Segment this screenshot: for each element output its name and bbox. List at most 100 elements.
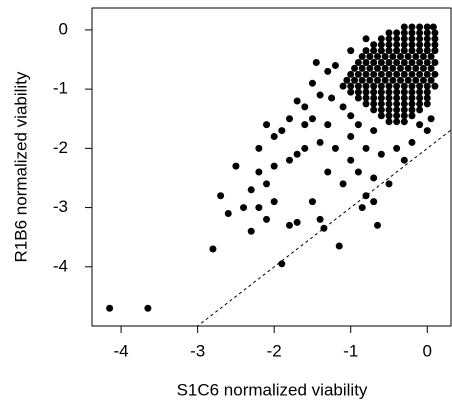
point	[385, 100, 393, 108]
point	[416, 47, 424, 55]
point	[270, 198, 278, 206]
point	[396, 53, 404, 61]
point	[393, 118, 401, 126]
point	[370, 127, 378, 135]
point	[385, 88, 393, 96]
point	[217, 192, 225, 200]
point	[416, 29, 424, 37]
point	[324, 121, 332, 129]
y-tick-label: -3	[53, 197, 68, 216]
point	[393, 29, 401, 37]
point	[400, 94, 408, 102]
point	[263, 215, 271, 223]
point	[347, 133, 355, 141]
point	[393, 88, 401, 96]
point	[393, 58, 401, 66]
point	[416, 35, 424, 43]
point	[308, 198, 316, 206]
point	[377, 35, 385, 43]
point	[106, 304, 114, 312]
point	[301, 103, 309, 111]
point	[278, 260, 286, 268]
point	[362, 70, 370, 78]
y-axis-label: R1B6 normalized viability	[11, 71, 30, 262]
point	[263, 180, 271, 188]
point	[370, 70, 378, 78]
point	[429, 23, 437, 31]
point	[358, 64, 366, 72]
point	[335, 242, 343, 250]
x-axis-label: S1C6 normalized viability	[177, 380, 368, 399]
point	[400, 118, 408, 126]
point	[324, 168, 332, 176]
point	[247, 227, 255, 235]
point	[362, 192, 370, 200]
point	[224, 209, 232, 217]
point	[370, 174, 378, 182]
point	[400, 47, 408, 55]
point	[293, 97, 301, 105]
point	[362, 94, 370, 102]
point	[423, 58, 431, 66]
point	[263, 121, 271, 129]
point	[316, 215, 324, 223]
point	[416, 41, 424, 49]
point	[431, 29, 439, 37]
point	[370, 41, 378, 49]
x-tick-label: -3	[190, 341, 205, 360]
point	[385, 82, 393, 90]
point	[362, 82, 370, 90]
point	[347, 156, 355, 164]
point	[385, 70, 393, 78]
point	[385, 180, 393, 188]
point	[423, 35, 431, 43]
point	[385, 106, 393, 114]
point	[423, 29, 431, 37]
point	[404, 76, 412, 84]
point	[423, 88, 431, 96]
point	[354, 58, 362, 66]
point	[366, 64, 374, 72]
point	[377, 106, 385, 114]
point	[400, 82, 408, 90]
point	[377, 58, 385, 66]
point	[400, 35, 408, 43]
x-tick-label: 0	[423, 341, 432, 360]
point	[331, 61, 339, 69]
point	[366, 76, 374, 84]
point	[389, 53, 397, 61]
point	[377, 150, 385, 158]
point	[416, 58, 424, 66]
point	[339, 103, 347, 111]
reference-line	[196, 129, 451, 326]
y-tick-label: -1	[53, 79, 68, 98]
point	[416, 70, 424, 78]
point	[408, 29, 416, 37]
point	[347, 47, 355, 55]
point	[377, 70, 385, 78]
point	[431, 47, 439, 55]
point	[308, 79, 316, 87]
point	[240, 204, 248, 212]
point	[423, 127, 431, 135]
point	[324, 67, 332, 75]
point	[351, 76, 359, 84]
point	[431, 35, 439, 43]
point	[416, 88, 424, 96]
point	[423, 82, 431, 90]
point	[416, 121, 424, 129]
plot-frame	[91, 7, 452, 327]
point	[285, 115, 293, 123]
point	[377, 94, 385, 102]
point	[370, 94, 378, 102]
point	[377, 112, 385, 120]
point	[301, 121, 309, 129]
point	[377, 82, 385, 90]
point	[293, 150, 301, 158]
point	[393, 70, 401, 78]
point	[347, 88, 355, 96]
point	[385, 47, 393, 55]
point	[393, 35, 401, 43]
point	[427, 53, 435, 61]
point	[400, 41, 408, 49]
